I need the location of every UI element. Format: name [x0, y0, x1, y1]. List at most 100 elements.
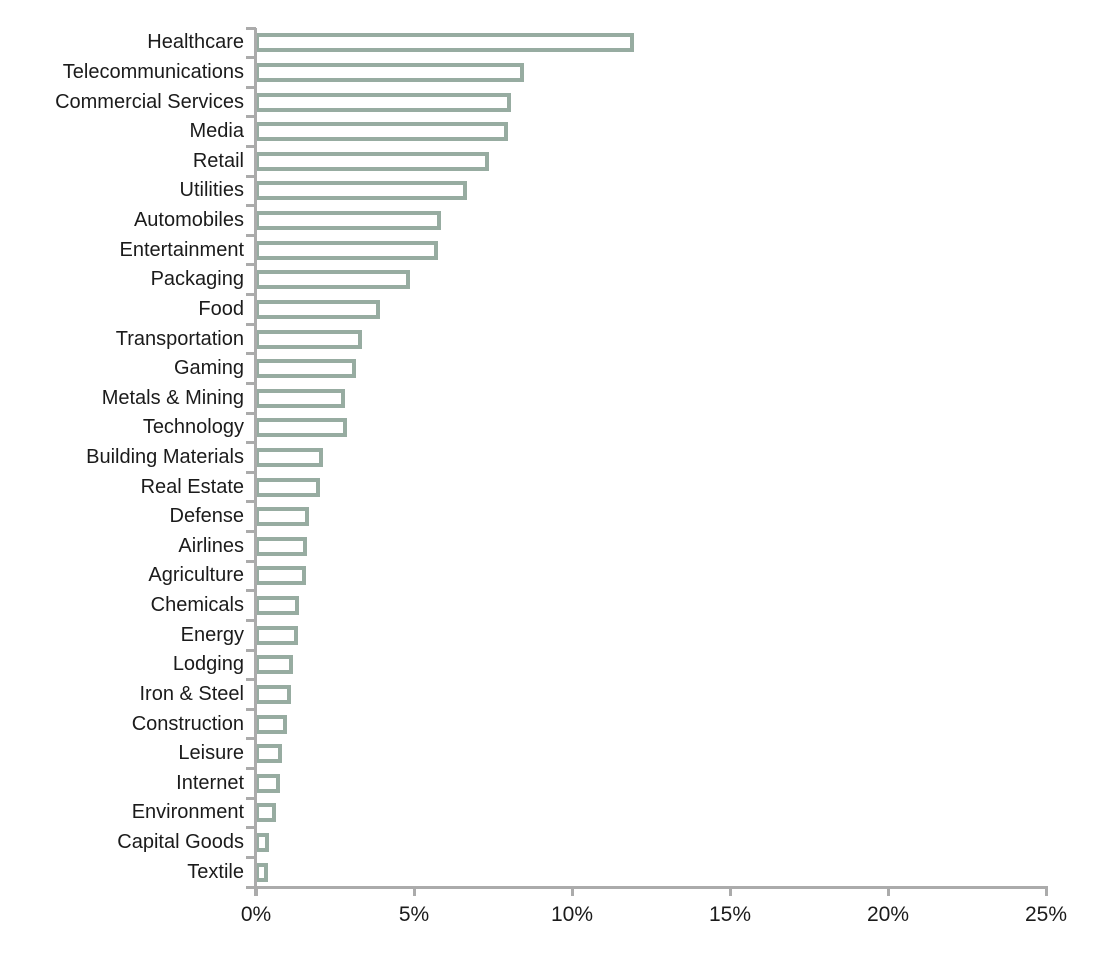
category-label-airlines: Airlines	[178, 534, 244, 557]
category-label-telecommunications: Telecommunications	[62, 60, 244, 83]
bar-retail	[255, 151, 489, 171]
x-tick-label-0: 0%	[240, 903, 272, 926]
bar-defense	[255, 507, 309, 527]
bar-real-estate	[255, 477, 320, 497]
y-axis-tick	[246, 56, 256, 60]
y-axis-tick	[246, 470, 256, 474]
x-axis-tick	[412, 887, 416, 896]
y-axis-tick	[246, 144, 256, 148]
category-label-automobiles: Automobiles	[133, 209, 244, 232]
category-label-chemicals: Chemicals	[150, 594, 244, 617]
category-label-gaming: Gaming	[173, 357, 244, 380]
bar-utilities	[255, 181, 467, 201]
y-axis-tick	[246, 85, 256, 89]
x-tick-label-10: 10%	[550, 903, 594, 926]
y-axis-tick	[246, 737, 256, 741]
y-axis-tick	[246, 174, 256, 178]
category-label-agriculture: Agriculture	[148, 564, 244, 587]
y-axis-tick	[246, 233, 256, 237]
bar-leisure	[255, 744, 282, 764]
y-axis-tick	[246, 648, 256, 652]
category-label-capital-goods: Capital Goods	[117, 831, 244, 854]
x-axis-tick	[728, 887, 732, 896]
x-tick-label-15: 15%	[708, 903, 752, 926]
category-label-food: Food	[198, 297, 244, 320]
category-label-entertainment: Entertainment	[119, 238, 244, 261]
category-label-metals-mining: Metals & Mining	[101, 386, 244, 409]
bar-building-materials	[255, 448, 323, 467]
category-label-lodging: Lodging	[172, 653, 244, 676]
bar-automobiles	[255, 211, 442, 231]
y-axis-tick	[246, 826, 256, 830]
bar-gaming	[255, 359, 357, 379]
category-label-energy: Energy	[180, 623, 244, 646]
category-label-environment: Environment	[131, 801, 244, 824]
y-axis-tick	[246, 500, 256, 504]
y-axis-tick	[246, 618, 256, 622]
bar-capital-goods	[255, 833, 270, 853]
y-axis-tick	[246, 678, 256, 682]
y-axis-tick	[246, 441, 256, 445]
y-axis-tick	[246, 263, 256, 267]
y-axis	[254, 28, 257, 896]
y-axis-tick	[246, 293, 256, 297]
bar-lodging	[255, 655, 293, 675]
bar-commercial-services	[255, 92, 511, 112]
y-axis-tick	[246, 381, 256, 385]
category-label-commercial-services: Commercial Services	[55, 90, 244, 113]
category-label-packaging: Packaging	[150, 268, 244, 291]
y-axis-tick	[246, 796, 256, 800]
bar-entertainment	[255, 240, 439, 260]
x-tick-label-25: 25%	[1024, 903, 1068, 926]
bar-chemicals	[255, 596, 300, 616]
category-label-defense: Defense	[169, 505, 245, 528]
bar-media	[255, 122, 508, 142]
y-axis-tick	[246, 115, 256, 119]
x-axis-tick	[254, 887, 258, 896]
y-axis-tick	[246, 204, 256, 208]
category-label-technology: Technology	[142, 416, 244, 439]
category-label-healthcare: Healthcare	[147, 31, 244, 54]
y-axis-tick	[246, 707, 256, 711]
y-axis-tick	[246, 885, 256, 889]
bar-construction	[255, 714, 287, 734]
x-axis	[247, 885, 1048, 889]
bar-internet	[255, 773, 281, 793]
bar-energy	[255, 625, 298, 645]
bar-airlines	[255, 536, 308, 556]
category-label-utilities: Utilities	[179, 179, 244, 202]
bar-agriculture	[255, 566, 306, 586]
category-label-iron-steel: Iron & Steel	[139, 682, 244, 705]
y-axis-tick	[246, 411, 256, 415]
category-label-textile: Textile	[187, 860, 244, 883]
y-axis-tick	[246, 26, 256, 30]
bar-iron-steel	[255, 684, 292, 704]
x-axis-tick	[1044, 887, 1048, 896]
bar-transportation	[255, 329, 363, 349]
y-axis-tick	[246, 322, 256, 326]
y-axis-tick	[246, 530, 256, 534]
category-label-media: Media	[189, 120, 244, 143]
category-label-retail: Retail	[192, 149, 244, 172]
bar-food	[255, 299, 380, 319]
y-axis-tick	[246, 559, 256, 563]
bar-metals-mining	[255, 388, 346, 408]
x-axis-tick	[570, 887, 574, 896]
y-axis-tick	[246, 352, 256, 356]
x-tick-label-20: 20%	[866, 903, 910, 926]
bar-healthcare	[255, 33, 635, 53]
category-label-real-estate: Real Estate	[140, 475, 244, 498]
y-axis-tick	[246, 855, 256, 859]
bar-environment	[255, 803, 276, 823]
x-axis-tick	[886, 887, 890, 896]
bar-packaging	[255, 270, 410, 290]
bar-technology	[255, 418, 347, 438]
y-axis-tick	[246, 589, 256, 593]
category-label-transportation: Transportation	[115, 327, 244, 350]
y-axis-tick	[246, 767, 256, 771]
category-label-construction: Construction	[131, 712, 244, 735]
x-tick-label-5: 5%	[398, 903, 430, 926]
category-label-building-materials: Building Materials	[86, 445, 244, 468]
category-label-leisure: Leisure	[178, 742, 244, 765]
